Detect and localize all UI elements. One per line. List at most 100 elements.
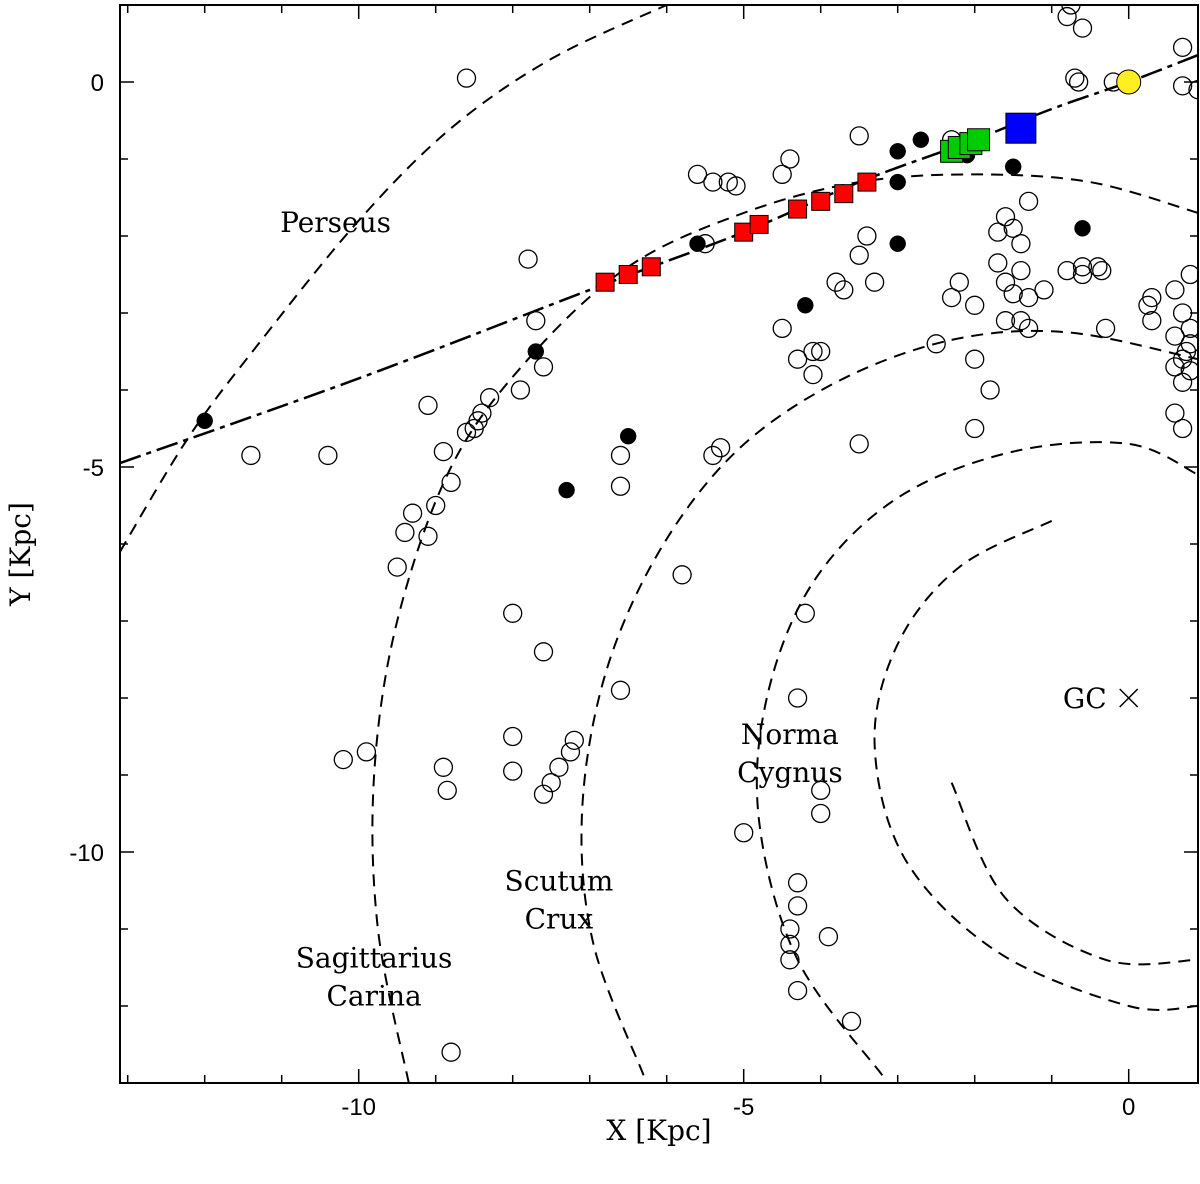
open-circles-point-98 [811,803,831,824]
red-squares-point-4 [749,214,769,234]
open-circles-point-61 [418,395,438,416]
y-axis-title: Y [Kpc] [4,502,37,607]
filled-circles-point-12 [558,481,575,499]
open-circles-point-67 [418,526,438,546]
open-circles-point-29 [995,311,1016,331]
open-circles-point-9 [1069,72,1089,92]
open-circles-point-14 [687,164,708,185]
open-circles-point-31 [1018,318,1039,339]
y-tick-label-0: 0 [91,70,104,97]
open-circles-point-121 [1142,311,1162,331]
open-circles-point-77 [926,334,946,354]
open-circles-point-20 [1003,218,1023,238]
open-circles-point-5 [1172,76,1193,96]
open-circles-point-26 [1003,284,1023,304]
open-circles-point-19 [995,207,1016,227]
blue-square-point-0 [1005,112,1037,144]
open-circles-point-21 [988,222,1008,242]
open-circles-point-17 [726,176,746,196]
open-circles-point-97 [811,780,831,801]
arm-label-2-line-0: Scutum [505,865,614,898]
open-circles-point-117 [1165,403,1185,423]
spiral-arm-perseus [120,5,668,553]
open-circles-point-22 [1011,234,1031,254]
open-circles-point-49 [811,341,831,362]
open-circles-point-93 [560,742,581,762]
open-circles-point-63 [441,472,461,493]
open-circles-point-30 [1011,311,1031,331]
open-circles-point-115 [1172,349,1193,369]
green-squares-point-3 [967,128,991,152]
open-circles-point-6 [1188,80,1198,100]
open-circles-point-103 [780,934,800,955]
filled-circles-point-8 [797,297,814,314]
open-circles-point-91 [503,761,523,781]
open-circles-point-37 [857,226,877,246]
open-circles-point-53 [526,311,546,331]
x-tick-label-0: 0 [1122,1094,1135,1121]
open-circles-point-68 [387,557,407,577]
open-circles-point-101 [787,896,808,916]
open-circles-point-42 [941,287,962,308]
filled-circles-point-5 [689,235,706,252]
filled-circles-point-6 [889,235,906,252]
x-axis-title: X [Kpc] [606,1114,711,1147]
open-circles-point-100 [787,873,808,893]
y-tick-label-minus10: -10 [69,840,104,867]
red-squares-point-6 [811,191,831,211]
open-circles-point-114 [1180,361,1198,381]
open-circles-point-74 [710,438,731,458]
open-circles-point-28 [1034,280,1054,300]
plot-frame [119,4,1199,1084]
red-squares-point-0 [595,272,615,292]
open-circles-point-13 [772,164,792,185]
red-squares-point-1 [618,265,638,284]
open-circles-point-122 [1180,264,1198,285]
filled-circles-point-4 [889,173,906,191]
open-circles-point-123 [1165,280,1185,300]
open-circles-point-94 [549,757,569,777]
open-circles-point-87 [356,742,377,762]
open-circles-point-90 [503,726,523,747]
open-circles-point-84 [533,642,554,662]
open-circles-point-85 [610,680,631,700]
filled-circles-point-3 [1004,158,1022,175]
open-circles-point-36 [1095,318,1116,339]
arm-label-1-line-1: Carina [327,980,422,1013]
spiral-arm-sagittarius-carina [371,173,1198,1083]
spiral-arm-inner-inner [950,782,1198,966]
open-circles-point-65 [402,503,423,523]
open-circles-point-69 [318,445,338,466]
open-circles-point-80 [965,418,985,439]
open-circles-point-35 [1092,260,1112,281]
open-circles-point-116 [1165,357,1185,377]
open-circles-point-62 [433,441,454,462]
open-circles-point-56 [479,388,500,408]
open-circles-point-7 [1065,68,1085,88]
arm-label-3-line-0: Norma [741,718,839,751]
open-circles-point-79 [980,380,1000,400]
x-tick-label-minus10: -10 [341,1094,376,1121]
open-circles-point-78 [965,349,985,369]
filled-circles-point-9 [527,343,545,360]
open-circles-point-2 [1072,18,1093,38]
open-circles-point-44 [949,272,969,292]
open-circles-point-89 [437,780,457,801]
open-circles-point-104 [780,950,800,970]
open-circles-point-60 [456,422,477,443]
open-circles-point-38 [849,245,869,265]
open-circles-point-95 [533,784,554,804]
open-circles-point-102 [780,919,800,939]
open-circles-point-32 [1057,260,1077,281]
open-circles-point-51 [803,364,823,385]
open-circles-point-25 [995,272,1016,292]
open-circles-point-96 [541,773,561,793]
open-circles-point-40 [826,272,846,292]
open-circles-point-105 [818,927,839,947]
open-circles-point-70 [241,445,261,466]
open-circles-point-12 [780,149,800,169]
y-tick-label-minus5: -5 [83,455,104,482]
red-squares-point-8 [857,172,877,192]
open-circles-point-52 [518,249,538,269]
tick-marks [120,5,1198,1083]
